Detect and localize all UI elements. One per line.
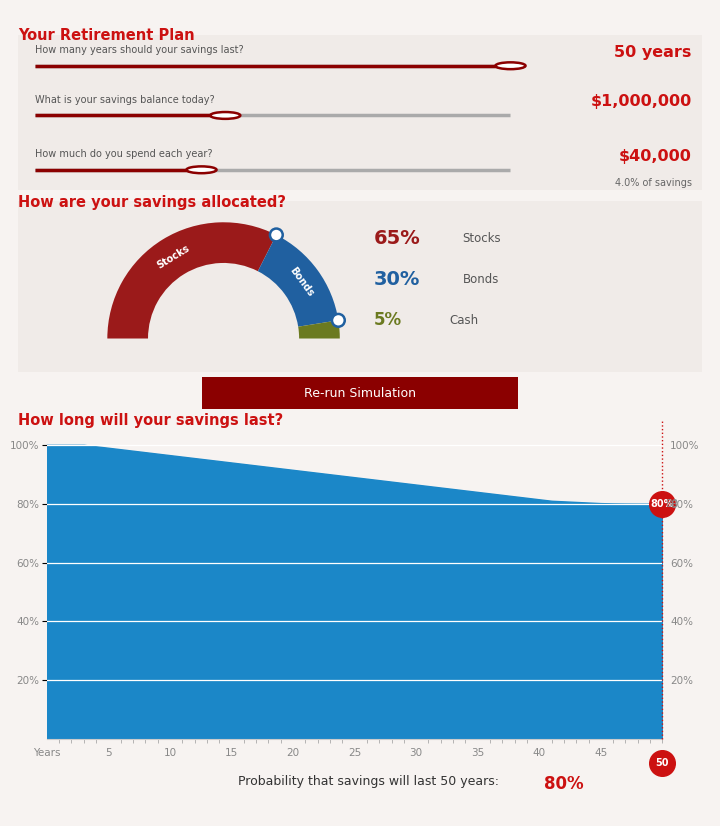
Circle shape <box>332 314 345 327</box>
Text: 80: 80 <box>665 499 679 509</box>
Text: Stocks: Stocks <box>463 232 501 244</box>
Circle shape <box>210 112 240 119</box>
Text: 65%: 65% <box>374 229 420 248</box>
FancyBboxPatch shape <box>4 31 716 193</box>
Circle shape <box>495 62 526 69</box>
Wedge shape <box>298 320 340 339</box>
Text: 50 years: 50 years <box>614 45 692 59</box>
Text: How long will your savings last?: How long will your savings last? <box>18 413 283 428</box>
Text: Stocks: Stocks <box>156 243 192 271</box>
Text: $40,000: $40,000 <box>619 149 692 164</box>
Text: How are your savings allocated?: How are your savings allocated? <box>18 195 286 210</box>
Text: How much do you spend each year?: How much do you spend each year? <box>35 149 212 159</box>
Text: 4.0% of savings: 4.0% of savings <box>615 178 692 188</box>
Text: 50: 50 <box>656 757 669 768</box>
Text: What is your savings balance today?: What is your savings balance today? <box>35 94 215 105</box>
Wedge shape <box>258 235 338 327</box>
Text: Bonds: Bonds <box>287 265 315 299</box>
Text: How many years should your savings last?: How many years should your savings last? <box>35 45 244 55</box>
Text: Bonds: Bonds <box>463 273 499 286</box>
Text: Probability that savings will last 50 years:: Probability that savings will last 50 ye… <box>238 775 503 788</box>
Text: 80%: 80% <box>544 775 583 793</box>
Point <box>657 757 668 770</box>
Circle shape <box>270 229 283 241</box>
FancyBboxPatch shape <box>4 197 716 375</box>
Circle shape <box>186 166 217 173</box>
Wedge shape <box>107 222 276 339</box>
Text: $1,000,000: $1,000,000 <box>590 94 692 109</box>
Text: Cash: Cash <box>449 314 478 327</box>
Text: 80%: 80% <box>651 499 674 509</box>
Text: Re-run Simulation: Re-run Simulation <box>304 387 416 400</box>
Text: Your Retirement Plan: Your Retirement Plan <box>18 28 194 43</box>
Text: 30%: 30% <box>374 270 420 289</box>
FancyBboxPatch shape <box>176 375 544 411</box>
Text: 5%: 5% <box>374 311 402 330</box>
Point <box>657 497 668 510</box>
